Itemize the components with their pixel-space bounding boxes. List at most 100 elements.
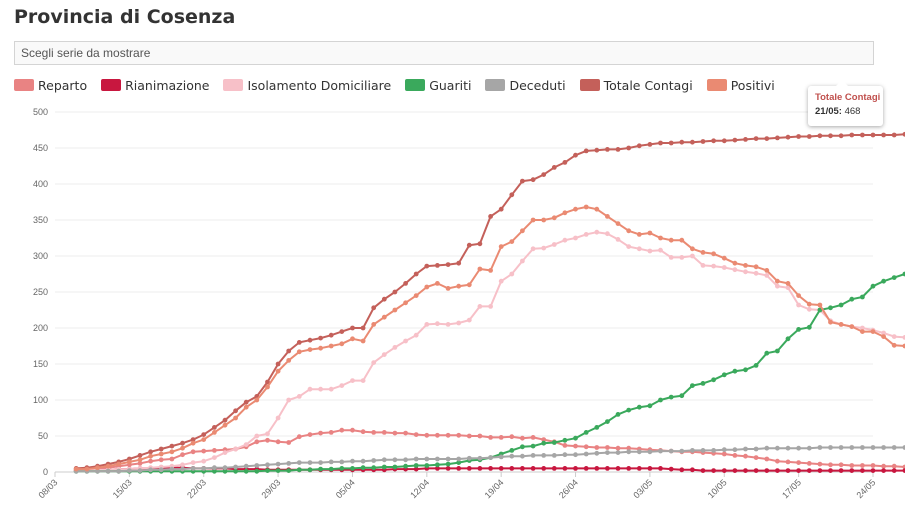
data-point xyxy=(828,319,833,325)
data-point xyxy=(466,317,472,323)
page-title: Provincia di Cosenza xyxy=(14,6,236,28)
data-point xyxy=(286,358,292,363)
series-select-input[interactable]: Scegli serie da mostrare xyxy=(14,41,874,65)
legend-item-isolamento-domiciliare[interactable]: Isolamento Domiciliare xyxy=(223,76,391,94)
data-point xyxy=(350,458,355,464)
data-point xyxy=(413,293,419,298)
data-point xyxy=(137,457,143,463)
data-point xyxy=(530,466,536,471)
legend-item-reparto[interactable]: Reparto xyxy=(14,76,87,94)
data-point xyxy=(541,172,547,178)
data-point xyxy=(594,466,600,471)
series-line xyxy=(76,133,905,470)
data-point xyxy=(116,468,122,474)
data-point xyxy=(360,325,366,331)
data-point xyxy=(881,445,886,450)
data-point xyxy=(180,466,185,472)
data-point xyxy=(860,468,865,473)
data-point xyxy=(126,468,132,473)
legend-item-rianimazione[interactable]: Rianimazione xyxy=(101,76,209,94)
data-point xyxy=(594,450,600,456)
data-point xyxy=(881,468,886,473)
series-deceduti xyxy=(73,445,905,474)
data-point xyxy=(870,283,876,289)
data-point xyxy=(435,466,440,471)
data-point xyxy=(190,460,196,465)
data-point xyxy=(466,466,472,471)
data-point xyxy=(212,448,217,453)
data-point xyxy=(636,143,642,149)
data-point xyxy=(668,448,674,454)
x-tick-label: 19/04 xyxy=(483,477,506,500)
data-point xyxy=(233,446,239,452)
data-point xyxy=(658,397,663,403)
data-point xyxy=(647,466,653,471)
chart-gridlines xyxy=(55,111,873,473)
data-point xyxy=(700,263,706,268)
data-point xyxy=(148,458,154,464)
data-point xyxy=(870,329,876,334)
legend-swatch-guariti xyxy=(405,79,426,91)
data-point xyxy=(339,383,345,388)
data-point xyxy=(743,137,748,142)
data-point xyxy=(721,447,727,453)
data-point xyxy=(881,463,886,469)
data-point xyxy=(222,465,228,471)
data-point xyxy=(626,449,632,455)
data-point xyxy=(732,453,738,458)
legend-item-totale-contagi[interactable]: Totale Contagi xyxy=(579,76,693,94)
data-point xyxy=(860,463,865,468)
y-tick-label: 100 xyxy=(33,395,48,405)
data-point xyxy=(562,466,568,471)
data-point xyxy=(328,386,334,392)
data-point xyxy=(583,466,589,471)
data-point xyxy=(243,463,249,469)
data-point xyxy=(700,139,706,144)
data-point xyxy=(615,466,621,471)
data-point xyxy=(658,235,663,241)
data-point xyxy=(551,453,557,458)
data-point xyxy=(838,322,844,327)
data-point xyxy=(424,284,430,290)
data-point xyxy=(488,466,493,471)
data-point xyxy=(690,467,695,473)
data-point xyxy=(860,132,865,138)
data-point xyxy=(296,340,302,345)
legend-item-guariti[interactable]: Guariti xyxy=(405,76,471,94)
data-point xyxy=(201,466,207,471)
data-point xyxy=(605,231,610,237)
data-point xyxy=(626,145,632,151)
data-point xyxy=(838,468,844,473)
data-point xyxy=(466,433,472,439)
data-point xyxy=(700,250,706,255)
data-point xyxy=(243,468,249,474)
data-point xyxy=(902,343,905,349)
data-point xyxy=(849,132,855,138)
data-point xyxy=(679,255,685,260)
data-point xyxy=(668,255,674,260)
data-point xyxy=(286,348,292,354)
legend-item-positivi[interactable]: Positivi xyxy=(706,76,775,94)
data-point xyxy=(339,341,345,347)
data-point xyxy=(445,456,451,462)
data-point xyxy=(328,343,334,349)
data-point xyxy=(711,448,716,453)
data-point xyxy=(243,399,249,405)
data-point xyxy=(647,403,653,409)
data-point xyxy=(711,138,716,144)
data-point xyxy=(435,432,440,438)
data-point xyxy=(286,468,292,473)
data-point xyxy=(711,263,716,269)
legend-item-deceduti[interactable]: Deceduti xyxy=(485,76,566,94)
data-point xyxy=(626,466,632,471)
data-point xyxy=(849,324,855,329)
data-point xyxy=(318,460,323,465)
data-point xyxy=(328,459,334,465)
data-point xyxy=(350,336,355,342)
data-point xyxy=(690,139,695,145)
data-point xyxy=(583,232,589,237)
data-point xyxy=(785,281,791,286)
legend-label: Totale Contagi xyxy=(603,77,693,93)
data-point xyxy=(339,466,345,471)
